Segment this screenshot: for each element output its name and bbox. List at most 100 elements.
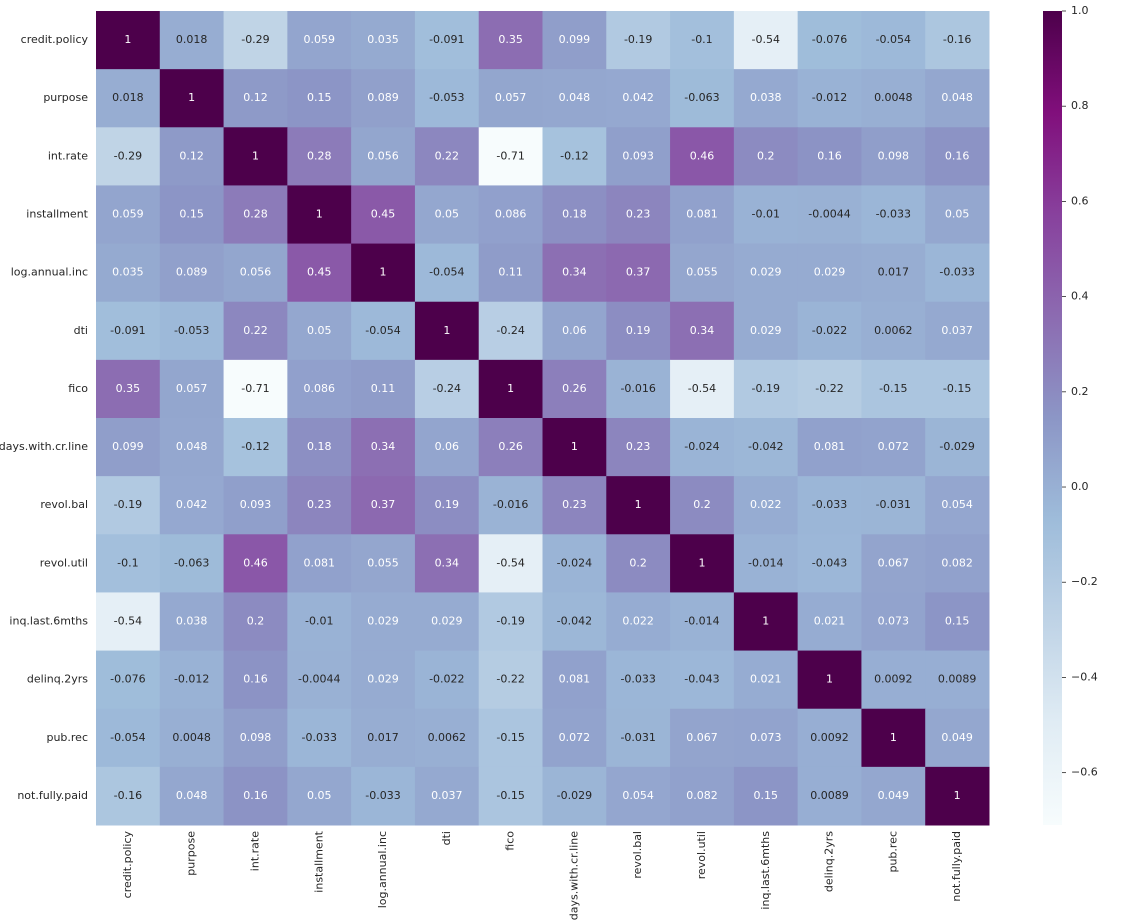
cell-label: 0.0048 [172,731,211,744]
cell-label: 0.37 [371,498,396,511]
heatmap-cell [797,301,862,361]
heatmap-cell [542,185,607,245]
cell-label: -0.12 [560,149,588,162]
heatmap-cell [925,766,990,826]
heatmap-cell [542,708,607,768]
heatmap-cell [223,127,288,186]
cell-label: 0.05 [435,208,460,221]
heatmap-cell [478,301,543,361]
cell-label: 0.081 [304,556,336,569]
cell-label: -0.031 [876,498,911,511]
cell-label: -0.0044 [298,673,340,686]
cell-label: -0.053 [174,324,209,337]
y-tick-label: credit.policy [21,33,89,46]
cell-label: -0.043 [684,673,719,686]
cell-label: 0.054 [622,789,654,802]
heatmap-cell [414,11,480,70]
heatmap-cell [159,301,225,361]
heatmap-cell [414,359,480,419]
cell-label: 1 [762,615,769,628]
cell-label: 0.018 [176,33,208,46]
cell-label: 0.0048 [874,91,913,104]
cell-label: 0.081 [559,673,591,686]
cell-label: -0.19 [496,615,524,628]
y-tick-label: revol.bal [40,498,88,511]
cell-label: 0.022 [750,498,782,511]
cell-label: 0.05 [307,324,332,337]
x-tick-label: revol.bal [631,831,644,879]
cell-label: -0.29 [241,33,269,46]
cell-label: 0.093 [240,498,272,511]
cell-label: -0.091 [110,324,145,337]
cell-label: -0.042 [557,615,592,628]
heatmap-cell [925,592,990,652]
cell-label: -0.024 [557,556,592,569]
cell-label: -0.053 [429,91,464,104]
heatmap-cell [861,301,926,361]
cell-label: 1 [507,382,514,395]
cell-label: 0.029 [367,615,399,628]
heatmap-cell [861,708,926,768]
heatmap-cell [351,766,416,826]
cell-label: -0.033 [876,208,911,221]
heatmap-cell [542,476,607,535]
cell-label: 0.048 [559,91,591,104]
cell-label: 0.19 [435,498,460,511]
cell-label: 0.055 [367,556,399,569]
heatmap-cell [351,243,416,303]
colorbar-tick-label: 0.6 [1071,194,1089,207]
cell-label: -0.12 [241,440,269,453]
cell-label: -0.29 [114,149,142,162]
heatmap-cell [797,418,862,477]
heatmap-cell [223,592,288,652]
heatmap-cell [223,359,288,419]
heatmap-cell [351,359,416,419]
heatmap-cell [351,69,416,128]
heatmap-cell [96,708,161,768]
cell-label: 0.18 [307,440,332,453]
cell-label: -0.16 [114,789,142,802]
cell-label: -0.71 [496,149,524,162]
heatmap-cell [925,476,990,535]
heatmap-cell [159,708,225,768]
heatmap-cell [861,418,926,477]
y-tick-label: purpose [43,91,88,104]
heatmap-cell [478,69,543,128]
heatmap-cell [414,592,480,652]
cell-label: -0.54 [114,615,142,628]
x-tick-label: fico [504,831,517,851]
cell-label: 0.018 [112,91,144,104]
x-tick-label: installment [312,830,325,892]
cell-label: -0.24 [496,324,524,337]
heatmap-cell [414,766,480,826]
heatmap-cell [159,418,225,477]
cell-label: 1 [443,324,450,337]
cell-label: -0.054 [429,266,464,279]
heatmap-cell [797,708,862,768]
heatmap-cell [96,534,161,593]
cell-label: -0.01 [752,208,780,221]
heatmap-cell [351,534,416,593]
heatmap-cell [223,708,288,768]
heatmap-cell [478,476,543,535]
cell-label: 0.048 [176,789,208,802]
heatmap-cell [670,127,735,186]
colorbar-tick-label: 1.0 [1071,4,1089,17]
cell-label: 0.038 [176,615,208,628]
heatmap-cell [670,592,735,652]
heatmap-cell [96,359,161,419]
cell-label: 0.22 [435,149,460,162]
heatmap-cell [351,476,416,535]
heatmap-cell [606,185,671,245]
cell-label: -0.054 [365,324,400,337]
cell-label: 0.2 [757,149,775,162]
cell-label: 0.05 [945,208,970,221]
cell-label: 1 [954,789,961,802]
cell-label: 0.037 [941,324,973,337]
heatmap-cell [670,418,735,477]
y-tick-label: dti [74,324,88,337]
cell-label: 0.23 [626,208,651,221]
heatmap-cell [159,650,225,710]
cell-label: -0.031 [620,731,655,744]
heatmap-cell [96,592,161,652]
